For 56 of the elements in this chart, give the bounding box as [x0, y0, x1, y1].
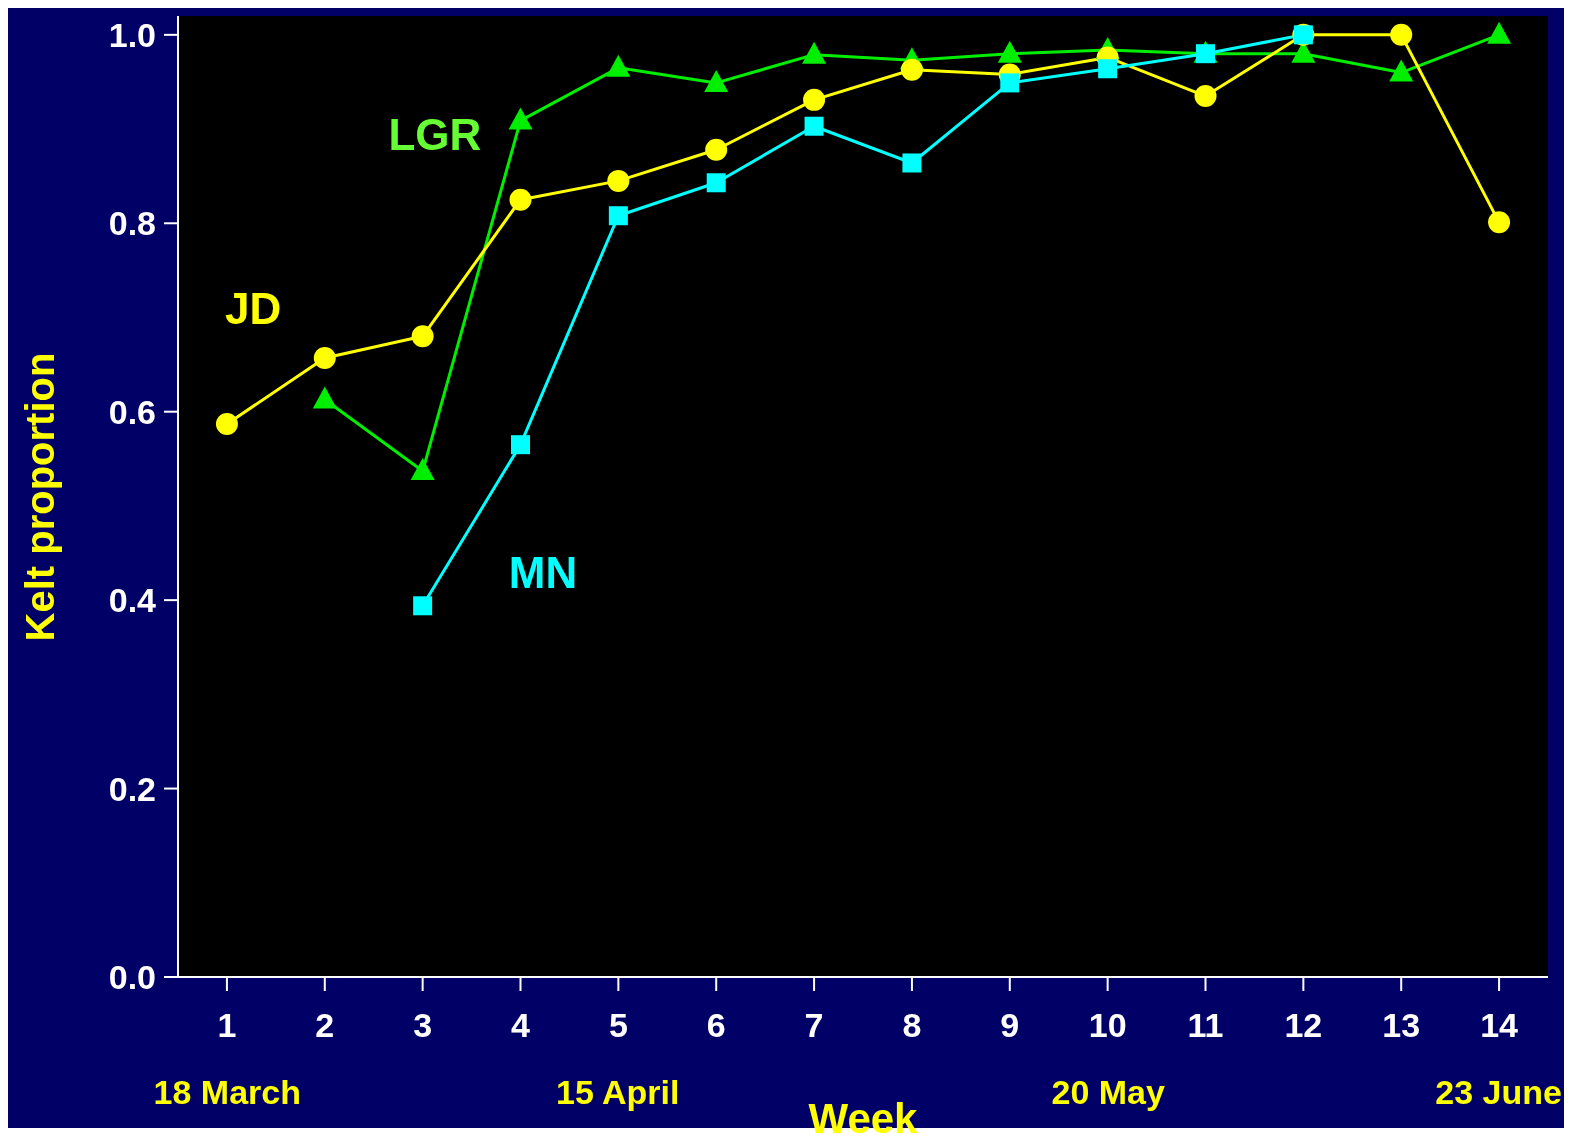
point	[509, 188, 532, 211]
point	[704, 69, 729, 92]
y-tick-label: 0.2	[108, 769, 156, 808]
x-tick-label: 2	[315, 1006, 335, 1045]
y-tick-label: 1.0	[108, 15, 156, 54]
point	[803, 88, 826, 111]
y-tick-label: 0.6	[108, 392, 156, 431]
point	[1098, 59, 1118, 79]
point	[1000, 73, 1020, 93]
point	[705, 138, 728, 161]
point	[804, 116, 824, 136]
text: 18 March	[153, 1073, 302, 1112]
x-tick-label: 12	[1284, 1006, 1323, 1045]
point	[508, 107, 533, 130]
x-tick-label: 13	[1382, 1006, 1421, 1045]
series-label: MN	[508, 547, 578, 598]
y-tick-label: 0.8	[108, 204, 156, 243]
point	[1488, 211, 1511, 234]
point	[1487, 21, 1512, 44]
point	[1389, 59, 1414, 82]
point	[312, 386, 337, 409]
y-tick-label: 0.0	[108, 958, 156, 997]
x-tick-label: 6	[706, 1006, 726, 1045]
point	[902, 153, 922, 173]
point	[1390, 23, 1413, 46]
point	[511, 435, 530, 455]
x-tick-label: 11	[1187, 1006, 1224, 1045]
y-tick-label: 0.4	[108, 581, 157, 620]
x-tick-label: 9	[1000, 1006, 1020, 1045]
text: 23 June	[1435, 1073, 1562, 1112]
point	[608, 206, 628, 226]
point	[606, 54, 631, 77]
point	[411, 325, 434, 348]
series-label: LGR	[388, 109, 482, 160]
text: 20 May	[1051, 1073, 1165, 1112]
y-axis-title: Kelt proportion	[17, 352, 63, 641]
point	[215, 412, 238, 435]
x-tick-label: 10	[1088, 1006, 1127, 1045]
point	[706, 173, 726, 193]
point	[1194, 85, 1217, 108]
point	[900, 58, 923, 81]
x-tick-label: 4	[511, 1006, 531, 1045]
x-tick-label: 8	[902, 1006, 922, 1045]
point	[802, 41, 827, 64]
x-tick-label: 1	[217, 1006, 237, 1045]
x-tick-label: 14	[1480, 1006, 1519, 1045]
series-label: JD	[224, 284, 282, 335]
x-tick-label: 3	[413, 1006, 433, 1045]
point	[313, 347, 336, 369]
point	[607, 169, 630, 192]
x-tick-label: 7	[804, 1006, 824, 1045]
text: 15 April	[556, 1073, 680, 1112]
point	[413, 596, 433, 616]
x-tick-label: 5	[608, 1006, 628, 1045]
point	[997, 40, 1022, 63]
point	[410, 458, 435, 481]
